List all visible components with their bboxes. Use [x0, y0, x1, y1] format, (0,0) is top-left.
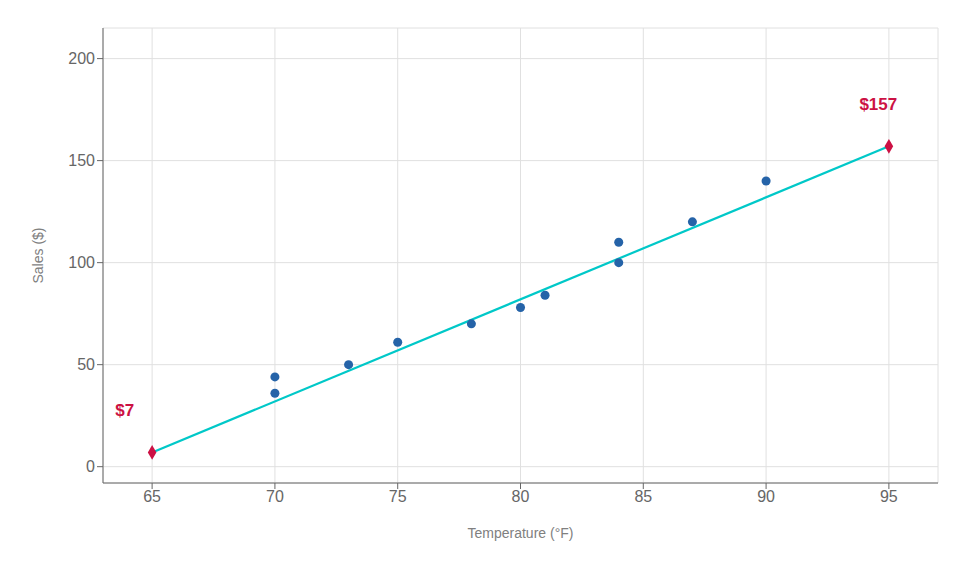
svg-text:0: 0: [86, 458, 95, 475]
svg-text:70: 70: [266, 488, 284, 505]
svg-text:95: 95: [880, 488, 898, 505]
svg-text:80: 80: [512, 488, 530, 505]
svg-text:75: 75: [389, 488, 407, 505]
svg-text:150: 150: [68, 152, 95, 169]
svg-text:50: 50: [77, 356, 95, 373]
svg-text:85: 85: [634, 488, 652, 505]
svg-text:$7: $7: [115, 401, 134, 420]
svg-text:90: 90: [757, 488, 775, 505]
svg-text:65: 65: [143, 488, 161, 505]
svg-text:$157: $157: [859, 95, 897, 114]
svg-text:Temperature (°F): Temperature (°F): [468, 525, 574, 541]
svg-text:100: 100: [68, 254, 95, 271]
svg-text:Sales ($): Sales ($): [30, 227, 46, 283]
svg-text:200: 200: [68, 50, 95, 67]
